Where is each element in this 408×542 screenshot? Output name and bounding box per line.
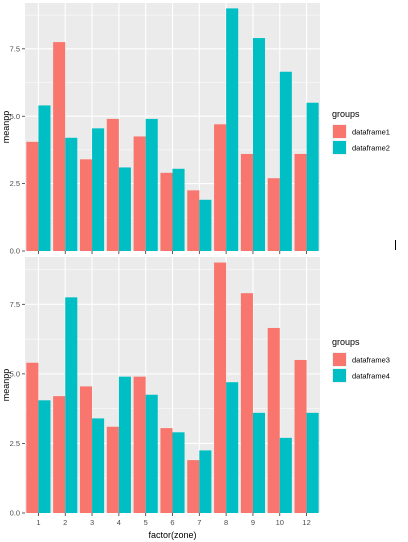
bar-dataframe1-2 [53,42,66,251]
bar-dataframe4-1 [38,400,51,513]
legend-title: groups [332,109,360,119]
bar-dataframe4-6 [172,432,185,513]
bar-dataframe3-12 [294,359,307,513]
bar-dataframe3-1 [26,362,39,513]
bar-dataframe3-3 [79,386,93,513]
bar-dataframe2-3 [92,128,105,251]
y-tick-label: 5.0 [10,112,20,121]
y-tick-label: 5.0 [10,369,20,378]
bar-dataframe3-4 [106,426,119,513]
x-tick-label: 8 [224,518,228,527]
x-tick-label: 4 [117,518,121,527]
bar-dataframe1-6 [160,172,173,251]
y-tick-label: 7.5 [10,44,20,53]
y-tick-label: 0.0 [10,509,20,518]
x-axis-title: factor(zone) [148,530,196,540]
bar-dataframe3-7 [187,460,200,513]
x-tick-label: 3 [90,518,94,527]
x-tick-label: 7 [197,518,201,527]
legend-label: dataframe3 [352,356,390,365]
bar-dataframe2-6 [172,168,185,251]
bar-dataframe2-1 [38,105,51,251]
bar-dataframe2-9 [252,38,266,251]
legend-label: dataframe2 [352,144,390,153]
bar-dataframe3-6 [160,428,173,513]
bar-dataframe1-12 [294,153,307,251]
legend-label: dataframe1 [352,128,390,137]
bar-dataframe3-5 [133,376,146,513]
bar-dataframe4-2 [65,297,78,513]
legend-label: dataframe4 [352,372,390,381]
bar-dataframe1-9 [240,153,253,251]
y-axis-title: meanpp [1,369,11,402]
bar-dataframe1-10 [267,178,280,251]
text-cursor [395,240,396,250]
y-tick-label: 2.5 [10,439,20,448]
chart-bottom: 0.02.55.07.51 2 3 4 5 6 7 8 9 10 12meanppfactor(zo… [1,257,390,540]
x-tick-label: 2 [63,518,67,527]
bar-dataframe1-7 [187,190,200,251]
bar-dataframe4-3 [92,418,105,513]
bar-dataframe3-2 [53,396,66,513]
bar-dataframe4-5 [145,394,158,513]
bar-dataframe1-1 [26,141,39,251]
bar-dataframe4-4 [118,376,131,513]
bar-dataframe1-3 [79,159,93,251]
legend-swatch-dataframe3 [333,353,346,366]
legend-title: groups [332,337,360,347]
bar-dataframe2-5 [145,118,158,251]
bar-dataframe3-10 [267,327,280,513]
bar-dataframe3-8 [214,262,227,513]
bar-dataframe2-10 [279,71,292,251]
x-tick-label: 5 [144,518,148,527]
y-tick-label: 2.5 [10,179,20,188]
legend-swatch-dataframe4 [333,369,346,382]
x-tick-label: 10 [276,518,284,527]
chart-top: 0.0 2.5 5.0 7.5 meanpp groups dataframe1 datafr… [1,3,390,256]
bar-dataframe1-4 [106,118,119,251]
bar-dataframe2-8 [226,8,239,252]
bar-dataframe4-9 [252,412,266,513]
bar-dataframe4-7 [199,450,212,513]
bar-dataframe2-4 [118,167,131,251]
x-tick-label: 9 [251,518,255,527]
bar-dataframe4-10 [279,437,292,513]
y-tick-label: 7.5 [10,300,20,309]
bar-dataframe1-8 [214,124,227,251]
bar-dataframe4-12 [306,412,319,513]
x-tick-label: 1 [36,518,40,527]
legend-swatch-dataframe1 [333,125,346,138]
x-tick-label: 6 [170,518,174,527]
y-tick-label: 0.0 [10,247,20,256]
bar-dataframe4-8 [226,382,239,513]
x-tick-label: 12 [302,518,310,527]
bar-dataframe2-12 [306,102,319,251]
bar-dataframe2-2 [65,137,78,251]
legend-swatch-dataframe2 [333,141,346,154]
bar-dataframe3-9 [240,293,253,513]
bar-dataframe2-7 [199,199,212,251]
y-axis-title: meanpp [1,111,11,144]
bar-dataframe1-5 [133,136,146,251]
